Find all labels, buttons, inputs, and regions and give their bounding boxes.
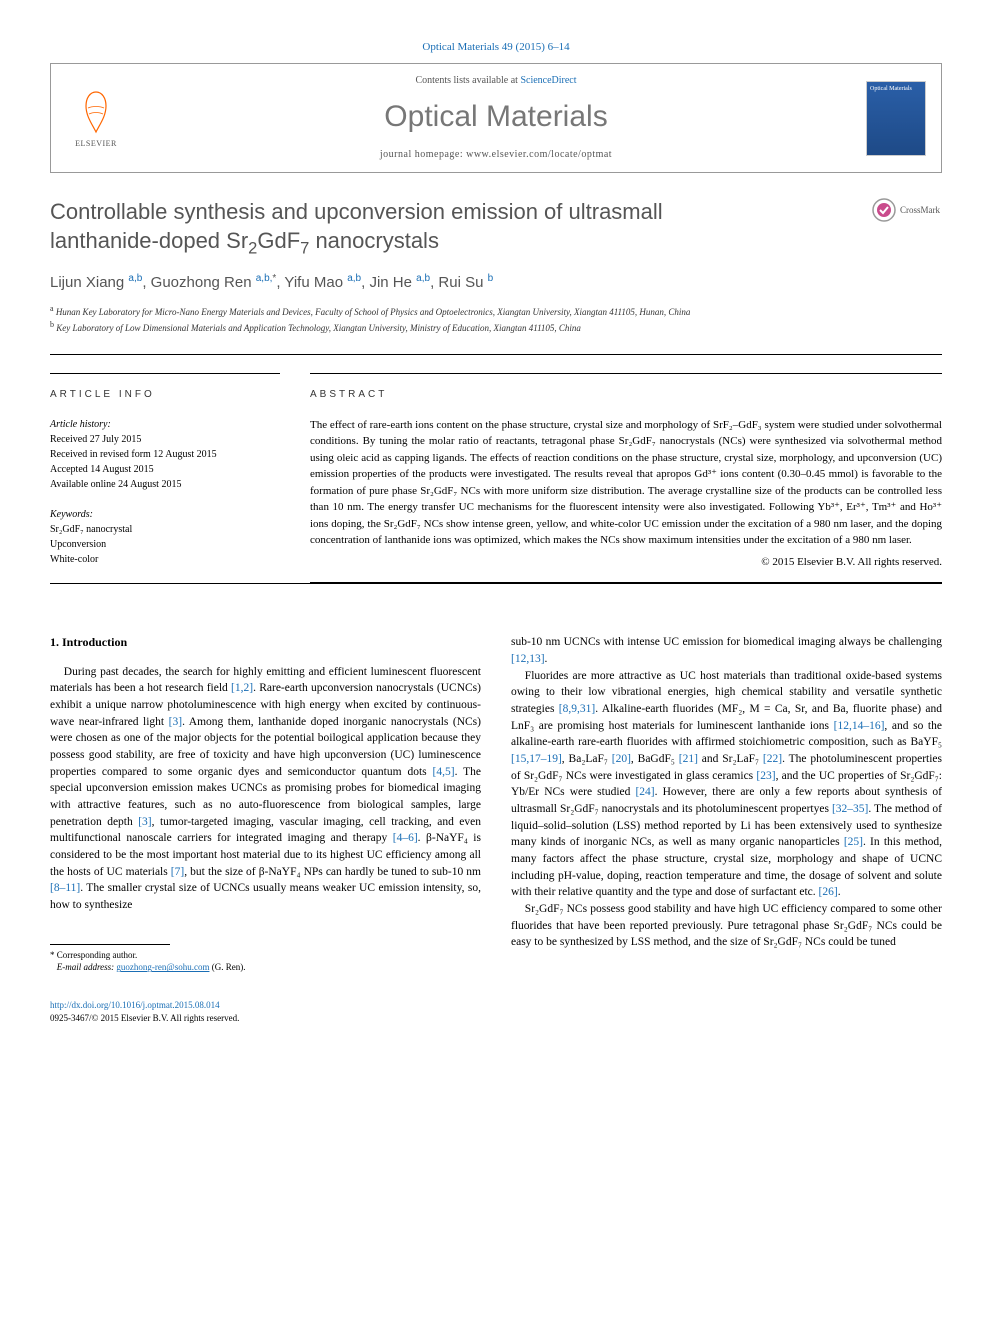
- contents-prefix: Contents lists available at: [415, 75, 520, 86]
- elsevier-label: ELSEVIER: [75, 138, 117, 149]
- homepage-line: journal homepage: www.elsevier.com/locat…: [141, 148, 851, 162]
- intro-paragraph-1: During past decades, the search for high…: [50, 664, 481, 914]
- journal-header-box: ELSEVIER Contents lists available at Sci…: [50, 63, 942, 173]
- title-line2b: GdF: [257, 228, 300, 253]
- affiliations: a Hunan Key Laboratory for Micro-Nano En…: [50, 303, 942, 336]
- doi-link[interactable]: http://dx.doi.org/10.1016/j.optmat.2015.…: [50, 1000, 220, 1010]
- star-icon: *: [50, 950, 55, 960]
- keyword-2: Upconversion: [50, 537, 280, 552]
- history-accepted: Accepted 14 August 2015: [50, 462, 280, 477]
- issn-copyright: 0925-3467/© 2015 Elsevier B.V. All right…: [50, 1013, 239, 1023]
- intro-paragraph-2: sub-10 nm UCNCs with intense UC emission…: [511, 634, 942, 667]
- body-column-right: sub-10 nm UCNCs with intense UC emission…: [511, 634, 942, 1025]
- author-5: Rui Su b: [438, 274, 493, 291]
- authors-list: Lijun Xiang a,b, Guozhong Ren a,b,*, Yif…: [50, 272, 942, 293]
- body-column-left: 1. Introduction During past decades, the…: [50, 634, 481, 1025]
- intro-heading: 1. Introduction: [50, 634, 481, 651]
- crossmark-icon: [872, 198, 896, 222]
- corresponding-email-link[interactable]: guozhong-ren@sohu.com: [116, 962, 209, 972]
- history-label: Article history:: [50, 417, 280, 432]
- title-line2a: lanthanide-doped Sr: [50, 228, 248, 253]
- author-1: Lijun Xiang a,b: [50, 274, 142, 291]
- sciencedirect-link[interactable]: ScienceDirect: [520, 75, 576, 86]
- title-line2c: nanocrystals: [309, 228, 439, 253]
- history-revised: Received in revised form 12 August 2015: [50, 447, 280, 462]
- keywords-label: Keywords:: [50, 507, 280, 522]
- corresponding-star-icon: *: [272, 273, 276, 284]
- email-label: E-mail address:: [57, 962, 114, 972]
- journal-title: Optical Materials: [141, 96, 851, 138]
- keyword-1: Sr₂GdF₇ nanocrystal: [50, 522, 280, 537]
- intro-paragraph-4: Sr₂GdF₇ NCs possess good stability and h…: [511, 901, 942, 951]
- contents-line: Contents lists available at ScienceDirec…: [141, 74, 851, 88]
- cover-label: Optical Materials: [870, 86, 912, 92]
- crossmark-label: CrossMark: [900, 204, 940, 217]
- author-3: Yifu Mao a,b: [284, 274, 361, 291]
- history-online: Available online 24 August 2015: [50, 477, 280, 492]
- journal-cover-thumbnail: Optical Materials: [866, 81, 926, 156]
- copyright-line: © 2015 Elsevier B.V. All rights reserved…: [310, 555, 942, 570]
- title-line1: Controllable synthesis and upconversion …: [50, 199, 663, 224]
- affiliation-a: Hunan Key Laboratory for Micro-Nano Ener…: [56, 307, 691, 317]
- abstract-column: abstract The effect of rare-earth ions c…: [310, 355, 942, 583]
- affiliation-b: Key Laboratory of Low Dimensional Materi…: [56, 323, 581, 333]
- abstract-heading: abstract: [310, 388, 942, 402]
- intro-paragraph-3: Fluorides are more attractive as UC host…: [511, 668, 942, 901]
- author-2: Guozhong Ren a,b,*: [151, 274, 277, 291]
- corresponding-author-note: * Corresponding author. E-mail address: …: [50, 949, 481, 974]
- article-info-heading: article info: [50, 388, 280, 402]
- homepage-url[interactable]: www.elsevier.com/locate/optmat: [466, 149, 612, 160]
- article-info-column: article info Article history: Received 2…: [50, 355, 280, 583]
- keyword-3: White-color: [50, 552, 280, 567]
- crossmark-badge[interactable]: CrossMark: [872, 198, 942, 222]
- author-4: Jin He a,b: [369, 274, 430, 291]
- history-received: Received 27 July 2015: [50, 432, 280, 447]
- homepage-prefix: journal homepage:: [380, 149, 466, 160]
- elsevier-logo: ELSEVIER: [66, 86, 126, 151]
- email-author-name: (G. Ren).: [212, 962, 246, 972]
- abstract-text: The effect of rare-earth ions content on…: [310, 417, 942, 549]
- article-title: Controllable synthesis and upconversion …: [50, 198, 857, 259]
- journal-reference: Optical Materials 49 (2015) 6–14: [50, 40, 942, 55]
